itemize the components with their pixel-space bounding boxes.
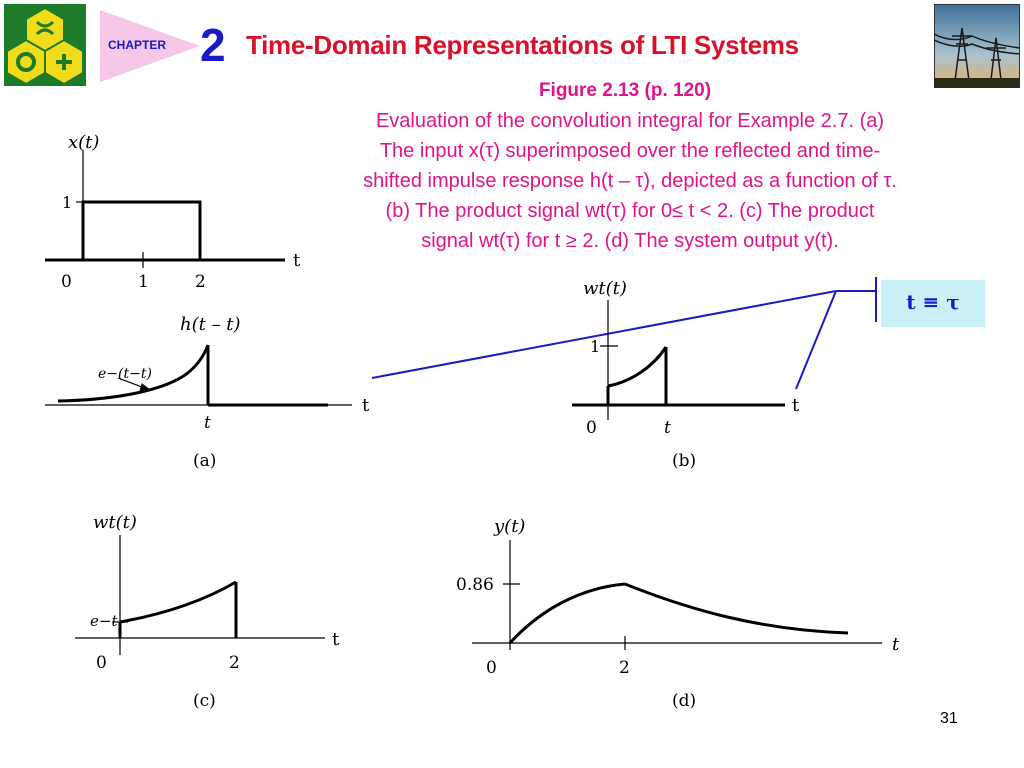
- panel-d: [472, 540, 882, 650]
- power-lines-photo: [933, 3, 1021, 89]
- figure-title: Figure 2.13 (p. 120): [538, 80, 712, 101]
- page-number: 31: [940, 710, 958, 727]
- a-top-tick-y-label: 1: [62, 193, 72, 212]
- a-caption: (a): [193, 451, 216, 471]
- c-tick-y-label: e−t: [90, 612, 118, 630]
- caption-line-5: signal wt(τ) for t ≥ 2. (d) The system o…: [421, 230, 839, 252]
- c-tick-0: 0: [96, 653, 107, 673]
- d-tick-0: 0: [486, 658, 497, 678]
- a-bottom-curve: [57, 344, 210, 403]
- b-caption: (b): [672, 451, 696, 471]
- c-caption: (c): [193, 691, 216, 711]
- d-ylabel: y(t): [493, 516, 525, 537]
- c-curve: [119, 580, 237, 624]
- c-ylabel: wt(t): [93, 512, 137, 533]
- a-top-tick-0: 0: [61, 272, 72, 292]
- a-top-tick-1-label: 1: [138, 272, 149, 292]
- d-rise-curve: [508, 582, 626, 645]
- panel-a-bottom: [45, 344, 352, 407]
- a-bottom-tick-t: t: [204, 413, 211, 433]
- callout-box: [881, 280, 985, 327]
- panel-b: [572, 300, 785, 420]
- panel-c: [75, 535, 325, 655]
- caption-line-3: shifted impulse response h(t – τ), depic…: [363, 170, 897, 192]
- b-xlabel: t: [792, 395, 800, 416]
- d-decay-curve: [624, 582, 849, 635]
- logo-icon: [4, 4, 86, 86]
- a-top-xlabel: t: [293, 250, 301, 271]
- a-top-ylabel: x(t): [68, 132, 99, 153]
- a-top-pulse: [81, 200, 202, 260]
- logo: [4, 4, 86, 86]
- caption-line-2: The input x(τ) superimposed over the ref…: [379, 140, 881, 162]
- d-caption: (d): [672, 691, 696, 711]
- chapter-number: 2: [200, 19, 226, 71]
- chapter-tab: [100, 10, 200, 82]
- slide-title: Time-Domain Representations of LTI Syste…: [246, 30, 799, 60]
- a-bottom-annotation: e−(t−t): [98, 366, 152, 382]
- d-tick-y-label: 0.86: [456, 575, 494, 595]
- callout-text: t ≡ τ: [906, 290, 960, 314]
- panel-a-top: [45, 150, 285, 268]
- b-tick-t: t: [664, 418, 671, 438]
- caption-line-1: Evaluation of the convolution integral f…: [375, 110, 885, 132]
- a-bottom-arrowhead: [139, 383, 152, 392]
- b-tick-y-label: 1: [590, 337, 600, 356]
- c-xlabel: t: [332, 629, 340, 650]
- d-xlabel: t: [892, 634, 900, 655]
- chapter-label: CHAPTER: [108, 38, 167, 52]
- b-curve: [607, 346, 668, 388]
- b-ylabel: wt(t): [583, 278, 627, 299]
- a-bottom-ylabel: h(t – t): [180, 314, 241, 335]
- figure-caption: Evaluation of the convolution integral f…: [270, 106, 990, 256]
- d-tick-2: 2: [619, 658, 630, 678]
- callout-connector: [371, 277, 877, 390]
- b-tick-0: 0: [586, 418, 597, 438]
- a-bottom-xlabel: t: [362, 395, 370, 416]
- a-top-tick-2-label: 2: [195, 272, 206, 292]
- c-tick-2: 2: [229, 653, 240, 673]
- caption-line-4: (b) The product signal wt(τ) for 0≤ t < …: [385, 200, 875, 222]
